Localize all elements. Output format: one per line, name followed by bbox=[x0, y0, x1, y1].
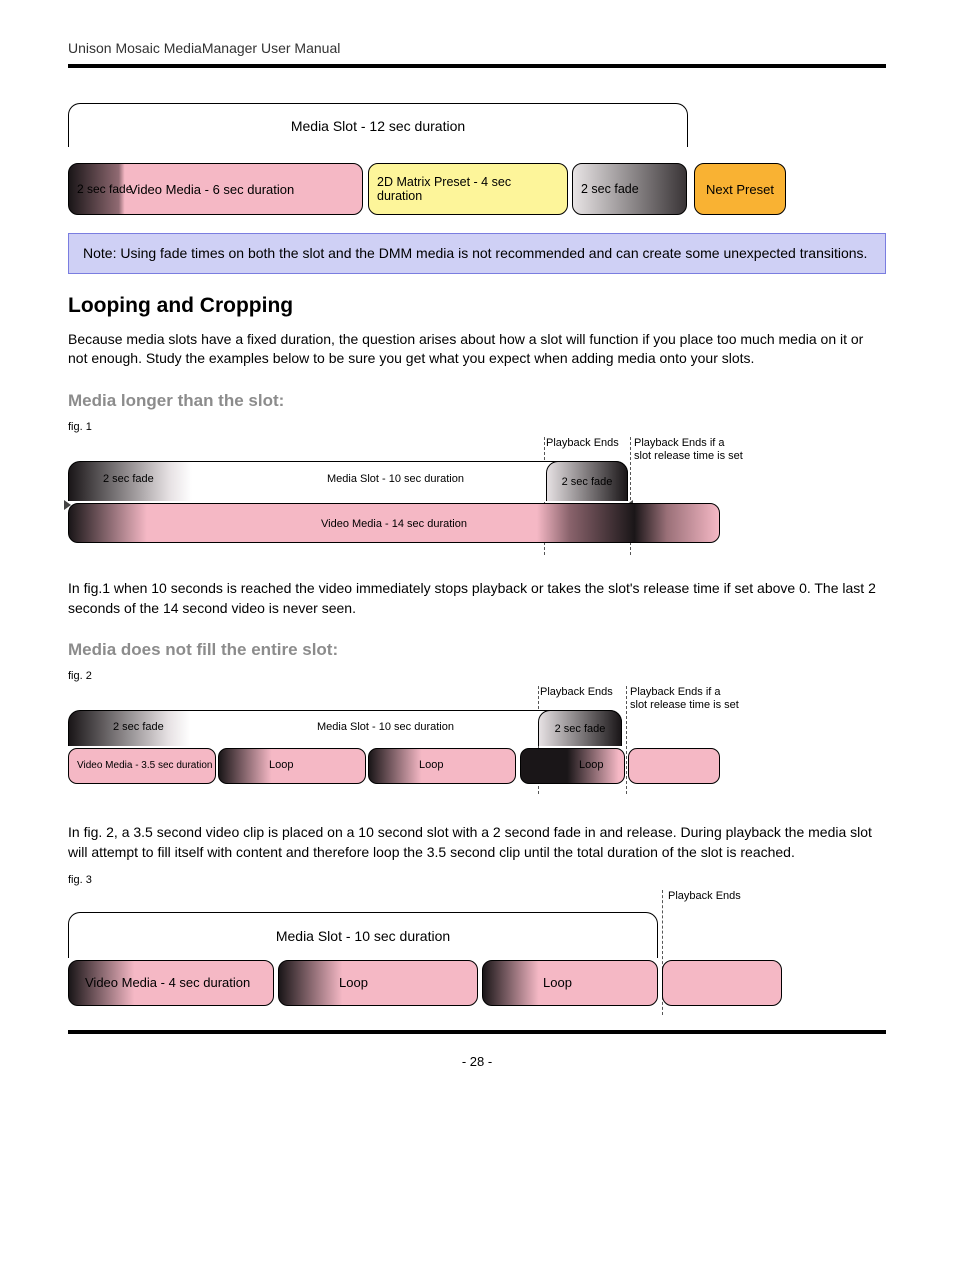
fig3-loop-2: Loop bbox=[482, 960, 658, 1006]
header-title: Unison Mosaic MediaManager User Manual bbox=[68, 40, 886, 56]
next-preset-block: Next Preset bbox=[694, 163, 786, 215]
playback-ends-label: Playback Ends bbox=[540, 686, 613, 699]
playback-ends-release-label: Playback Ends if a slot release time is … bbox=[634, 437, 744, 463]
diagram-media-slot-example: Media Slot - 12 sec duration 2 sec fade … bbox=[68, 103, 788, 215]
playback-ends-label: Playback Ends bbox=[546, 437, 619, 450]
playback-ends-label: Playback Ends bbox=[668, 890, 741, 903]
page: Unison Mosaic MediaManager User Manual M… bbox=[0, 0, 954, 1099]
note-box: Note: Using fade times on both the slot … bbox=[68, 233, 886, 274]
section-heading: Looping and Cropping bbox=[68, 294, 886, 318]
fig3-video-media: Video Media - 4 sec duration bbox=[68, 960, 274, 1006]
section-intro: Because media slots have a fixed duratio… bbox=[68, 330, 886, 369]
fig3-label: fig. 3 bbox=[68, 874, 886, 886]
fig2-loop-2: Loop bbox=[368, 748, 516, 784]
fade-out-label: 2 sec fade bbox=[573, 182, 647, 196]
fig1-fade-in: 2 sec fade bbox=[103, 473, 154, 485]
footer-rule bbox=[68, 1030, 886, 1034]
next-preset-label: Next Preset bbox=[706, 182, 774, 197]
fig2-fade-in: 2 sec fade bbox=[113, 721, 164, 733]
fig2-loop-3: Loop bbox=[520, 748, 625, 784]
fig2-label: fig. 2 bbox=[68, 670, 886, 682]
fig1-video-media: Video Media - 14 sec duration bbox=[68, 503, 720, 543]
fade-out-block: 2 sec fade bbox=[572, 163, 687, 215]
fig1-slot-label: Media Slot - 10 sec duration bbox=[327, 473, 464, 485]
fig2-loop-1: Loop bbox=[218, 748, 366, 784]
figure-3: Playback Ends Media Slot - 10 sec durati… bbox=[68, 890, 788, 1020]
fig1-fade-out: 2 sec fade bbox=[546, 461, 628, 501]
subheading-1: Media longer than the slot: bbox=[68, 391, 886, 411]
fig1-media-slot: 2 sec fade Media Slot - 10 sec duration bbox=[68, 461, 628, 501]
playback-ends-release-label: Playback Ends if a slot release time is … bbox=[630, 686, 740, 712]
video-media-block: 2 sec fade Video Media - 6 sec duration bbox=[68, 163, 363, 215]
subheading-2: Media does not fill the entire slot: bbox=[68, 640, 886, 660]
fig1-label: fig. 1 bbox=[68, 421, 886, 433]
page-number: - 28 - bbox=[68, 1054, 886, 1069]
fade-in-label: 2 sec fade bbox=[77, 182, 132, 196]
fig2-fade-out: 2 sec fade bbox=[538, 710, 622, 746]
fig3-media-slot: Media Slot - 10 sec duration bbox=[68, 912, 658, 958]
media-slot-outline: Media Slot - 12 sec duration bbox=[68, 103, 688, 147]
fig2-tail bbox=[628, 748, 720, 784]
matrix-label: 2D Matrix Preset - 4 sec duration bbox=[369, 175, 567, 203]
paragraph-fig2: In fig. 2, a 3.5 second video clip is pl… bbox=[68, 823, 886, 862]
fig2-video-media: Video Media - 3.5 sec duration bbox=[68, 748, 216, 784]
paragraph-fig1: In fig.1 when 10 seconds is reached the … bbox=[68, 579, 886, 618]
figure-1: Playback Ends Playback Ends if a slot re… bbox=[68, 437, 788, 567]
fig2-slot-label: Media Slot - 10 sec duration bbox=[317, 721, 454, 733]
matrix-preset-block: 2D Matrix Preset - 4 sec duration bbox=[368, 163, 568, 215]
fig3-tail bbox=[662, 960, 782, 1006]
video-label: Video Media - 6 sec duration bbox=[129, 182, 294, 197]
header-rule bbox=[68, 64, 886, 68]
figure-2: Playback Ends Playback Ends if a slot re… bbox=[68, 686, 788, 811]
fig3-loop-1: Loop bbox=[278, 960, 478, 1006]
